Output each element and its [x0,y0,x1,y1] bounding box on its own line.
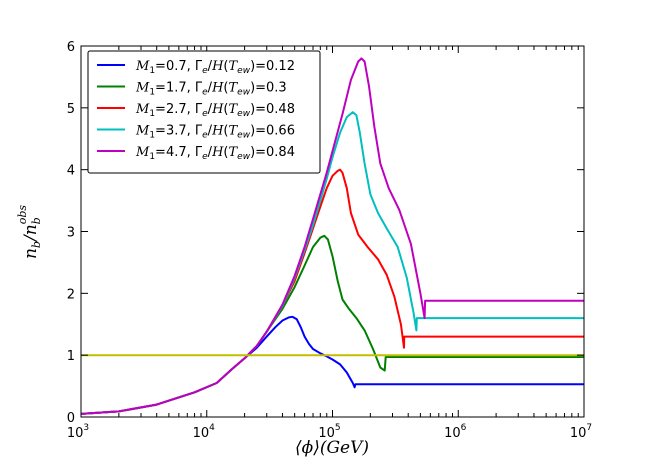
y-tick-label: 0 [67,411,75,426]
x-tick-label: 105 [318,423,340,441]
y-tick-label: 2 [67,287,75,302]
legend-items: M1=0.7, Γe/H(Tew)=0.12 M1=1.7, Γe/H(Tew)=… [97,59,295,162]
series-line-3 [80,168,584,415]
x-tick-label: 106 [444,423,467,441]
legend-label-2: M1=1.7, Γe/H(Tew)=0.3 [135,81,287,98]
legend-label-3: M1=2.7, Γe/H(Tew)=0.48 [135,102,295,119]
y-tick-label: 6 [67,40,75,55]
x-tick-label: 107 [570,423,592,441]
series-line-5 [80,57,584,415]
y-tick-label: 3 [67,226,75,241]
x-axis-label: ⟨ϕ⟩(GeV) [295,438,369,458]
series-layer [80,57,584,415]
y-tick-label: 1 [67,349,75,364]
y-axis-label: nb/nbobs [16,205,43,259]
legend-label-4: M1=3.7, Γe/H(Tew)=0.66 [135,124,295,141]
legend-label-5: M1=4.7, Γe/H(Tew)=0.84 [135,145,295,162]
legend: M1=0.7, Γe/H(Tew)=0.12 M1=1.7, Γe/H(Tew)=… [87,50,321,174]
x-tick-label: 104 [193,423,216,441]
y-tick-label: 4 [67,164,75,179]
y-tick-label: 5 [67,102,75,117]
ticks-layer: 103 104 105 106 107 0 1 2 3 4 5 6 [67,40,592,441]
series-line-2 [80,234,584,415]
legend-label-1: M1=0.7, Γe/H(Tew)=0.12 [135,59,295,76]
series-line-1 [80,315,584,415]
x-tick-label: 103 [67,423,89,441]
legend-box [87,50,321,174]
